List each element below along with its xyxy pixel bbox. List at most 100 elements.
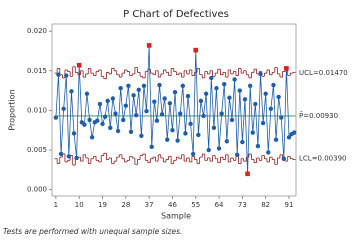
data-point (185, 93, 191, 99)
x-tick-label: 55 (191, 201, 200, 209)
data-point (159, 112, 165, 117)
data-point (222, 82, 227, 87)
data-point (266, 150, 271, 155)
data-point (227, 95, 232, 100)
limit-label: LCL=0.00390 (299, 155, 347, 163)
limit-label: UCL=0.01470 (299, 69, 348, 77)
data-point (273, 137, 279, 142)
data-point (180, 83, 186, 89)
y-tick-label: 0.015 (27, 67, 47, 75)
y-axis-label: Proportion (8, 89, 17, 130)
data-point (170, 128, 175, 133)
data-point (95, 118, 100, 123)
data-point (100, 121, 105, 127)
flagged-point (245, 171, 250, 177)
flagged-point (284, 66, 289, 71)
data-point (235, 152, 240, 157)
x-tick-label: 19 (98, 201, 107, 209)
x-tick-label: 82 (261, 201, 270, 209)
data-point (229, 117, 235, 123)
data-point (136, 87, 141, 92)
data-point (118, 86, 123, 91)
data-point (87, 117, 92, 123)
data-point (247, 83, 253, 89)
data-point (56, 72, 61, 77)
data-point (271, 82, 276, 88)
data-point (102, 114, 108, 119)
data-point (133, 112, 139, 118)
flagged-point (76, 62, 82, 68)
data-point (131, 93, 136, 98)
data-point (291, 130, 297, 135)
limit-label: P̄=0.00930 (299, 111, 338, 120)
data-point (97, 101, 103, 107)
data-point (198, 98, 204, 104)
data-point (253, 101, 258, 107)
data-point (115, 128, 121, 134)
data-point (113, 111, 118, 116)
data-point (206, 147, 211, 153)
data-point (66, 154, 72, 159)
data-point (74, 155, 79, 161)
data-point (209, 75, 214, 81)
data-point (172, 89, 178, 95)
data-point (211, 125, 217, 131)
data-point (64, 73, 69, 78)
x-tick-label: 10 (75, 201, 84, 209)
data-point (232, 77, 237, 82)
x-tick-label: 46 (168, 201, 177, 209)
data-point (188, 121, 193, 127)
data-point (162, 96, 167, 101)
data-point (214, 86, 219, 91)
data-point (89, 135, 95, 140)
data-point (121, 117, 126, 123)
data-point (175, 138, 180, 143)
data-point (149, 144, 154, 150)
data-point (263, 91, 268, 96)
y-tick-label: 0.020 (27, 27, 47, 35)
data-point (165, 137, 170, 142)
data-point (203, 91, 209, 96)
data-point (286, 135, 292, 140)
data-point (196, 132, 201, 138)
data-point (157, 82, 162, 88)
y-tick-label: 0.010 (27, 106, 47, 114)
data-point (250, 130, 255, 135)
data-point (141, 83, 147, 89)
data-point (268, 106, 274, 112)
chart-title: P Chart of Defectives (123, 9, 229, 20)
data-point (154, 118, 160, 123)
data-point (237, 88, 242, 93)
data-point (53, 115, 59, 120)
x-tick-label: 37 (145, 201, 154, 209)
y-tick-label: 0.005 (27, 146, 47, 154)
data-point (276, 94, 281, 100)
data-point (144, 108, 149, 114)
y-tick-label: 0.000 (27, 186, 47, 194)
data-point (123, 103, 129, 108)
data-point (190, 151, 196, 157)
data-point (105, 98, 110, 104)
data-point (183, 131, 188, 136)
x-tick-label: 91 (285, 201, 294, 209)
data-point (126, 83, 131, 89)
data-point (61, 106, 66, 112)
data-point (178, 111, 183, 116)
data-point (152, 99, 157, 104)
data-point (84, 91, 90, 96)
data-point (255, 143, 261, 149)
footnote: Tests are performed with unequal sample … (3, 227, 182, 236)
x-tick-label: 64 (215, 201, 224, 209)
data-point (281, 156, 287, 161)
x-tick-label: 28 (121, 201, 130, 209)
data-point (240, 139, 245, 145)
data-point (110, 96, 116, 101)
data-point (224, 139, 230, 144)
data-point (219, 111, 224, 116)
data-point (201, 113, 206, 119)
flagged-point (193, 47, 199, 53)
data-point (260, 120, 266, 126)
x-tick-label: 1 (54, 201, 58, 209)
data-point (71, 131, 77, 136)
